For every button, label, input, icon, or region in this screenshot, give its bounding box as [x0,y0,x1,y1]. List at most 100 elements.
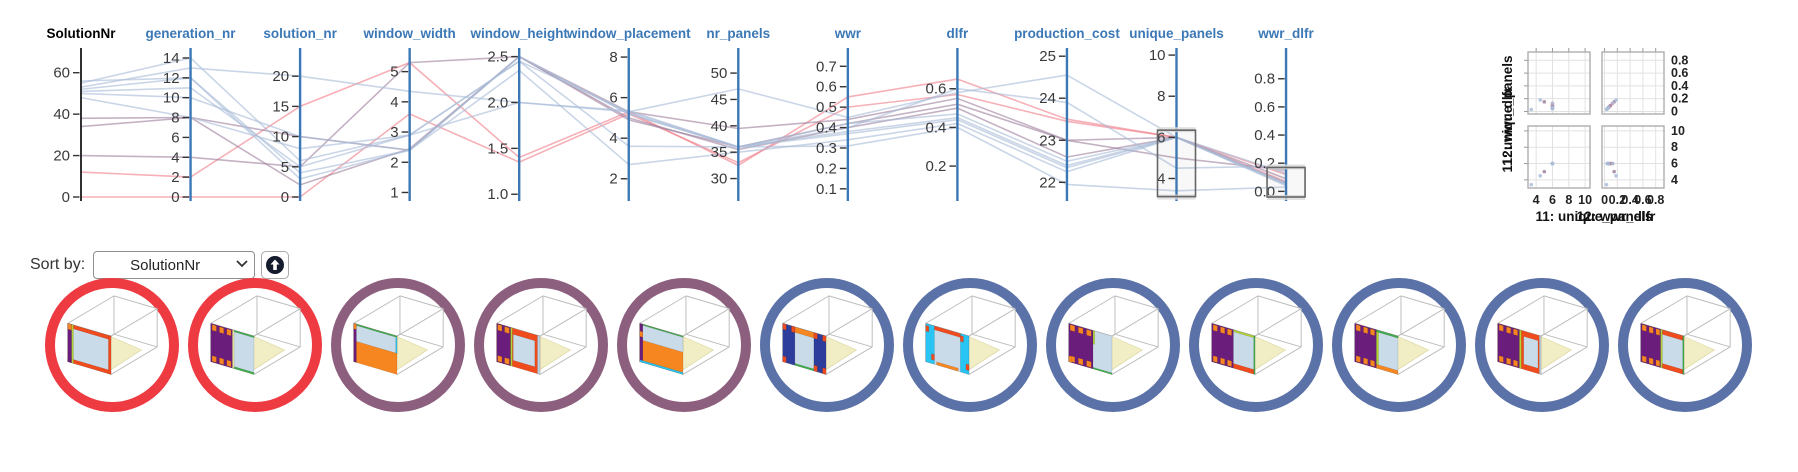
pcp-axis-window_placement[interactable]: 2 4 6 8 window_placement [566,26,691,201]
facade-panel [822,367,827,375]
svg-text:25: 25 [1039,48,1056,65]
pcp-axis-solution_nr[interactable]: 0 5 10 15 20 solution_nr [263,26,337,206]
sort-direction-button[interactable] [261,251,290,279]
facade-panel [510,327,513,367]
pcp-axis-window_height[interactable]: 1.0 1.5 2.0 2.5 window_height [469,26,568,203]
splom-point [1612,169,1616,174]
solution-thumbnail-solution-56[interactable] [1618,278,1752,412]
solution-3d-preview [496,295,587,375]
facade-panel [1068,355,1073,363]
pcp-axis-production_cost[interactable]: 22 23 24 25 production_cost [1014,26,1120,201]
svg-text:wwr_dlfr: wwr_dlfr [1257,26,1314,41]
splom-cell-0-1 [1601,48,1665,115]
solution-thumbnail-solution-48[interactable] [760,278,894,412]
svg-text:5: 5 [390,64,398,81]
facade-panel [226,328,232,337]
arrow-circle-up-icon [266,256,285,274]
svg-text:10: 10 [1671,124,1685,138]
solution-thumbnail-solution-20[interactable] [331,278,465,412]
facade-panel [1212,324,1218,332]
svg-text:8: 8 [171,110,179,127]
splom-cell-1-0 [1524,125,1591,189]
pcp-brush-wwr_dlfr[interactable] [1266,164,1306,200]
svg-text:0.2: 0.2 [926,158,947,175]
facade-panel [1498,324,1504,332]
pcp-line-solution-53[interactable] [80,67,1287,174]
facade-panel [1355,324,1361,332]
svg-text:4: 4 [609,130,617,147]
facade-panel [639,323,644,363]
pcp-line-solution-12[interactable] [80,61,1287,178]
facade-panel [497,355,503,363]
facade-panel [791,325,796,334]
svg-text:10: 10 [272,129,289,146]
splom-point [1538,98,1543,102]
pcp-brush-unique_panels[interactable] [1156,127,1197,200]
svg-text:6: 6 [1157,129,1165,146]
facade-panel [1355,355,1361,363]
facade-panel [1370,359,1375,368]
facade-panel [1513,359,1518,368]
splom-point [1604,182,1609,187]
facade-panel [67,323,72,331]
svg-text:1.5: 1.5 [487,140,508,157]
facade-panel [1227,359,1232,368]
splom-point [1529,107,1534,112]
svg-text:0.8: 0.8 [1647,193,1664,207]
svg-text:0.4: 0.4 [926,119,947,136]
solution-thumbnail-solution-12[interactable] [188,278,322,412]
facade-panel [782,355,787,364]
facade-panel [1513,328,1518,337]
facade-panel [813,332,818,340]
svg-text:solution_nr: solution_nr [263,26,337,41]
pcp-axis-wwr[interactable]: 0.1 0.2 0.3 0.4 0.5 0.6 0.7 wwr [816,26,862,201]
facade-panel [925,324,930,333]
pcp-line-solution-48[interactable] [80,96,1287,186]
solution-3d-preview [1068,295,1159,375]
splom-cell-1-1 [1601,125,1665,189]
pcp-line-solution-51[interactable] [80,60,1287,192]
splom-point [1542,169,1547,174]
svg-text:0.4: 0.4 [816,120,837,137]
pcp-axis-SolutionNr[interactable]: 0 20 40 60 SolutionNr [47,26,117,206]
facade-panel [226,359,232,368]
svg-text:35: 35 [711,144,728,161]
pcp-line-solution-55[interactable] [80,57,1287,170]
svg-text:6: 6 [1671,157,1678,171]
solution-thumbnail-solution-52[interactable] [1189,278,1323,412]
facade-panel [537,335,541,375]
pcp-axis-window_width[interactable]: 1 2 3 4 5 window_width [363,26,456,201]
pcp-axis-dlfr[interactable]: 0.2 0.4 0.6 dlfr [926,26,969,201]
solution-thumbnail-solution-53[interactable] [1332,278,1466,412]
solution-thumbnail-solution-51[interactable] [1046,278,1180,412]
splom-x-title: 12: wwr_dlfr [1577,209,1657,224]
pcp-line-solution-56[interactable] [80,55,1287,186]
solution-thumbnail-solution-38[interactable] [617,278,751,412]
splom-point [1605,161,1610,166]
pcp-axis-unique_panels[interactable]: 4 6 8 10 unique_panels [1129,26,1224,201]
solution-thumbnail-solution-34[interactable] [474,278,608,412]
solution-3d-preview [1640,295,1731,375]
facade-panel [1498,355,1504,363]
facade-panel [211,355,217,363]
sort-select[interactable]: SolutionNr [93,251,256,279]
solution-thumbnail-solution-0[interactable] [45,278,179,412]
svg-text:0.6: 0.6 [1671,66,1688,80]
pcp-line-solution-50[interactable] [80,69,1287,187]
facade-panel [71,324,74,364]
solution-thumbnail-solution-55[interactable] [1475,278,1609,412]
svg-text:15: 15 [272,98,289,115]
pcp-line-solution-38[interactable] [80,55,1287,186]
facade-panel [219,357,225,366]
pcp-axis-nr_panels[interactable]: 30 35 40 45 50 nr_panels [706,26,770,201]
solution-thumbnail-solution-50[interactable] [903,278,1037,412]
solution-3d-preview [639,295,730,375]
pcp-line-solution-20[interactable] [80,55,1287,180]
facade-panel [211,324,217,332]
facade-panel [1376,329,1399,339]
svg-text:2.5: 2.5 [487,49,508,66]
svg-text:0: 0 [171,189,179,206]
pcp-axis-generation_nr[interactable]: 0 2 4 6 8 10 12 14 generation_nr [146,26,237,206]
